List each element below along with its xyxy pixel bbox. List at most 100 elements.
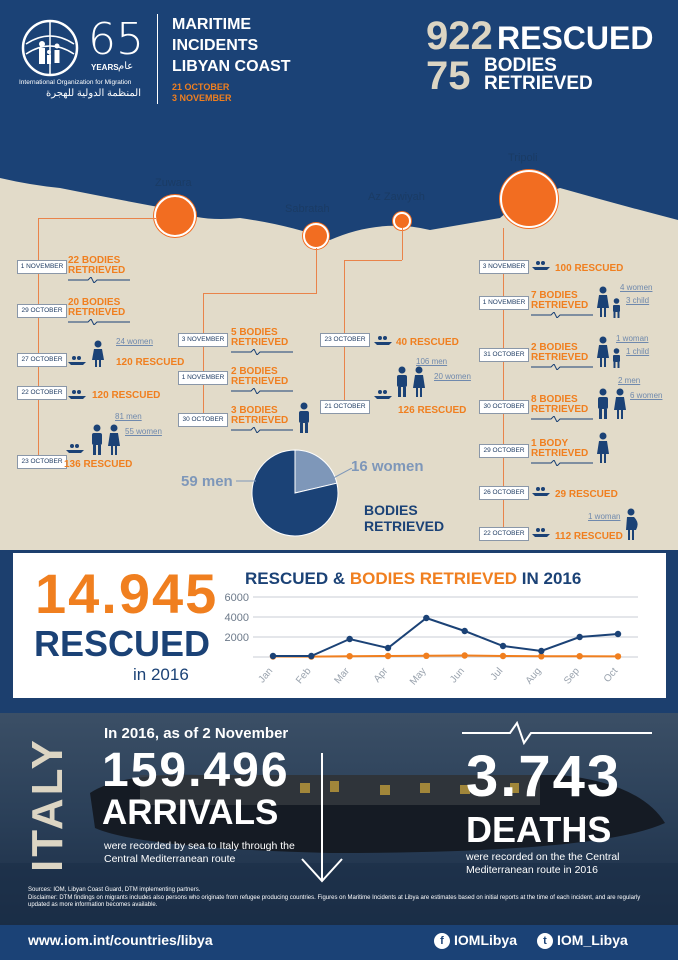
data-point <box>461 652 468 659</box>
arrivals-note: were recorded by sea to Italy through th… <box>104 840 295 865</box>
woman-icon <box>108 424 120 455</box>
bodies-total: 75 <box>426 54 471 98</box>
event-text: 5 BODIES RETRIEVED <box>231 327 289 348</box>
data-point <box>614 653 622 660</box>
coastline <box>0 130 678 240</box>
city-zuwara-label: Zuwara <box>155 177 192 189</box>
event-detail: 24 women <box>116 337 153 346</box>
pie-label-women: 16 women <box>351 458 424 475</box>
x-tick-label: Mar <box>332 665 352 686</box>
title-line-2: INCIDENTS <box>172 37 259 54</box>
event-text: 2 BODIES RETRIEVED <box>531 342 589 363</box>
arrivals-number: 159.496 <box>102 744 290 797</box>
city-tripoli-marker <box>500 170 558 228</box>
iom-logo-icon <box>21 19 79 77</box>
data-point <box>576 633 583 641</box>
man-icon <box>397 366 407 397</box>
date-box: 29 OCTOBER <box>479 444 529 458</box>
city-azzawiyah-label: Az Zawiyah <box>368 191 425 203</box>
date-box: 31 OCTOBER <box>479 348 529 362</box>
twitter-icon: t <box>537 933 553 949</box>
date-range: 21 OCTOBER 3 NOVEMBER <box>172 82 232 104</box>
bodies-label-2: RETRIEVED <box>484 73 593 94</box>
heartbeat-icon <box>531 416 593 422</box>
data-point <box>499 652 507 660</box>
event-detail: 4 women <box>620 283 653 292</box>
sabratah-timeline <box>203 293 204 421</box>
x-tick-label: Apr <box>372 665 391 685</box>
woman-icon <box>614 388 626 419</box>
date-box: 1 NOVEMBER <box>178 371 228 385</box>
heartbeat-icon <box>68 319 130 325</box>
series-line <box>272 654 619 658</box>
date-box: 22 OCTOBER <box>479 527 529 541</box>
event-detail: 6 women <box>630 391 663 400</box>
date-box: 21 OCTOBER <box>320 400 370 414</box>
man-icon <box>299 402 309 433</box>
event-detail: 1 woman <box>616 334 649 343</box>
event-text: 40 RESCUED <box>396 337 459 348</box>
y-tick-label: 6000 <box>225 592 249 604</box>
date-box: 26 OCTOBER <box>479 486 529 500</box>
arrivals-label: ARRIVALS <box>102 793 279 832</box>
bodies-label: BODIES RETRIEVED <box>484 56 593 94</box>
heartbeat-icon <box>231 349 293 355</box>
event-text: 3 BODIES RETRIEVED <box>231 405 289 426</box>
event-text: 1 BODY RETRIEVED <box>531 438 589 459</box>
event-text: 100 RESCUED <box>555 263 624 274</box>
twitter-link[interactable]: IOM_Libya <box>557 932 628 948</box>
date-box: 1 NOVEMBER <box>17 260 67 274</box>
chart-title: RESCUED & BODIES RETRIEVED IN 2016 <box>245 569 582 588</box>
woman-icon <box>413 366 425 397</box>
data-point <box>308 652 315 660</box>
map-area: Zuwara Sabratah Az Zawiyah Tripoli 1 NOV… <box>0 130 678 550</box>
x-tick-label: Feb <box>294 666 314 687</box>
city-sabratah-marker <box>303 223 329 249</box>
data-point <box>384 644 392 652</box>
header-divider <box>157 14 158 104</box>
website-link[interactable]: www.iom.int/countries/libya <box>28 932 213 948</box>
date-box: 29 OCTOBER <box>17 304 67 318</box>
city-tripoli-label: Tripoli <box>508 152 538 164</box>
x-tick-label: Jul <box>489 666 506 683</box>
deaths-label: DEATHS <box>466 809 612 850</box>
event-detail: 106 men <box>416 357 448 366</box>
header: 65 YEARS عام International Organization … <box>0 0 678 130</box>
data-point <box>614 630 622 638</box>
woman-icon <box>597 432 609 463</box>
rescued-2016-number: 14.945 <box>35 562 219 625</box>
man-icon <box>92 424 102 455</box>
zuwara-timeline <box>38 218 39 458</box>
event-detail: 55 women <box>125 427 162 436</box>
boat-icon <box>374 390 392 399</box>
pie-slice-men <box>251 449 339 537</box>
x-tick-label: Aug <box>524 666 544 687</box>
italy-section: ITALY In 2016, as of 2 November 159.496 … <box>0 713 678 925</box>
data-point <box>538 647 545 655</box>
woman-icon <box>597 286 609 317</box>
event-detail: 81 men <box>115 412 142 421</box>
data-point <box>461 627 468 635</box>
bodies-pie-chart <box>251 449 339 537</box>
event-text: 120 RESCUED <box>92 390 161 401</box>
child-icon <box>613 298 620 318</box>
date-box: 27 OCTOBER <box>17 353 67 367</box>
italy-subtitle: In 2016, as of 2 November <box>104 725 289 742</box>
city-zuwara-marker <box>154 195 196 237</box>
date-box: 3 NOVEMBER <box>178 333 228 347</box>
pie-title: BODIES RETRIEVED <box>364 502 445 534</box>
data-point <box>269 652 277 660</box>
event-text: 136 RESCUED <box>64 459 133 470</box>
line-chart: 2000 4000 6000 Jan Feb Mar Apr May Jun Jul Aug Sep O… <box>225 592 638 688</box>
x-tick-label: May <box>408 666 429 688</box>
x-tick-label: Jan <box>257 666 276 685</box>
date-box: 3 NOVEMBER <box>479 260 529 274</box>
event-text: 7 BODIES RETRIEVED <box>531 290 589 311</box>
y-tick-label: 4000 <box>225 612 249 624</box>
heartbeat-icon <box>462 721 652 745</box>
event-text: 29 RESCUED <box>555 489 618 500</box>
data-point <box>346 635 353 643</box>
facebook-link[interactable]: IOMLibya <box>454 932 518 948</box>
deaths-note: were recorded on the the Central Mediter… <box>466 851 620 876</box>
